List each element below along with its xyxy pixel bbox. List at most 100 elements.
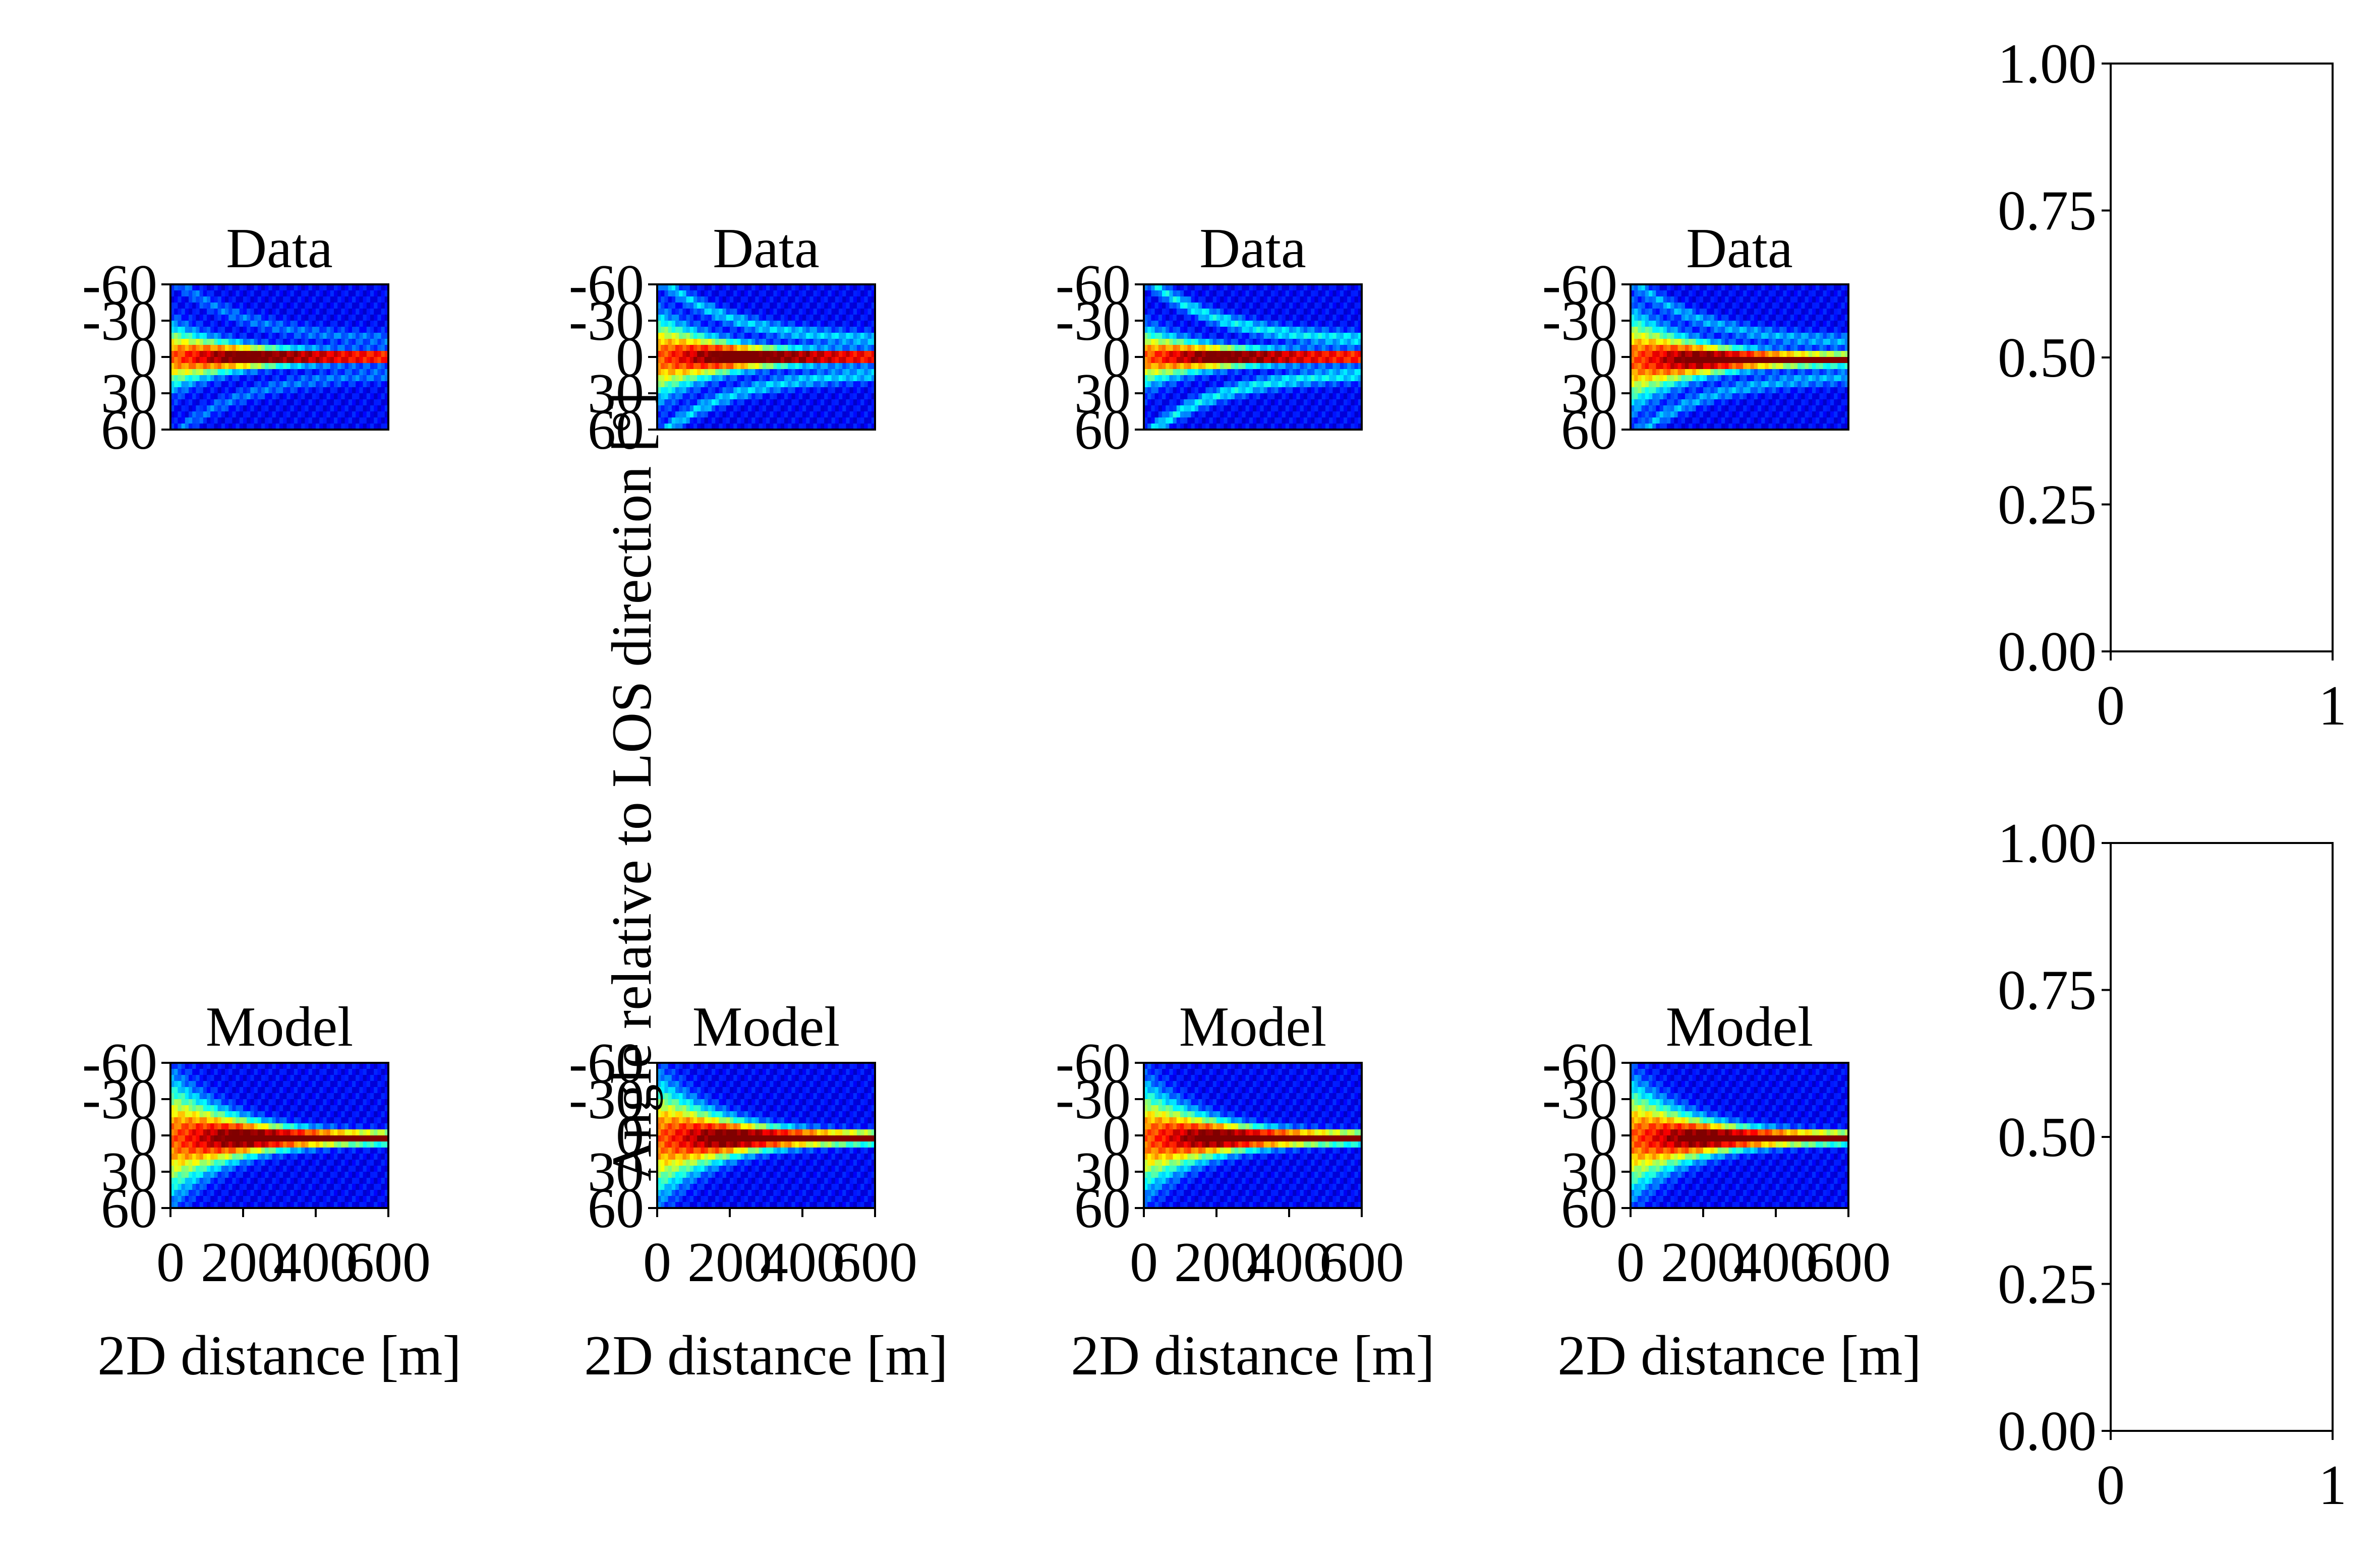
heatmap-cell (1198, 290, 1202, 297)
heatmap-cell (1659, 309, 1664, 315)
heatmap-cell (1293, 345, 1297, 351)
heatmap-cell (366, 351, 371, 357)
heatmap-cell (726, 387, 730, 394)
heatmap-cell (798, 321, 803, 327)
heatmap-cell (817, 399, 821, 406)
heatmap-cell (352, 375, 356, 382)
heatmap-cell (1198, 321, 1202, 327)
heatmap-cell (719, 296, 723, 303)
heatmap-cell (214, 387, 218, 394)
heatmap-cell (1293, 357, 1297, 364)
heatmap-cell (1187, 381, 1192, 388)
heatmap-cell (1245, 284, 1250, 291)
heatmap-cell (178, 315, 182, 321)
heatmap-cell (1340, 417, 1344, 424)
heatmap-cell (1282, 345, 1286, 351)
heatmap-cell (671, 303, 676, 309)
heatmap-cell (1677, 327, 1682, 333)
heatmap-cell (686, 290, 690, 297)
heatmap-cell (1194, 351, 1199, 357)
heatmap-cell (1699, 417, 1704, 424)
heatmap-cell (1227, 399, 1232, 406)
heatmap-cell (1663, 417, 1667, 424)
heatmap-cell (356, 303, 360, 309)
heatmap-cell (1198, 357, 1202, 364)
heatmap-cell (1293, 375, 1297, 382)
heatmap-cell (821, 321, 825, 327)
heatmap-cell (693, 284, 698, 291)
heatmap-cell (864, 315, 868, 321)
heatmap-cell (1681, 290, 1686, 297)
heatmap-cell (221, 345, 225, 351)
heatmap-cell (1638, 375, 1642, 382)
heatmap-cell (185, 309, 189, 315)
heatmap-cell (1714, 296, 1718, 303)
heatmap-cell (1154, 351, 1159, 357)
heatmap-cell (1689, 333, 1693, 339)
heatmap-cell (679, 290, 683, 297)
heatmap-cell (773, 339, 778, 345)
heatmap-cell (821, 290, 825, 297)
heatmap-cell (319, 296, 323, 303)
heatmap-cell (730, 303, 734, 309)
y-tick-label: 60 (1074, 399, 1131, 461)
heatmap-cell (178, 290, 182, 297)
heatmap-cell (1282, 393, 1286, 400)
heatmap-cell (730, 327, 734, 333)
heatmap-cell (178, 393, 182, 400)
heatmap-cell (693, 296, 698, 303)
heatmap-cell (864, 424, 868, 430)
heatmap-cell (1321, 309, 1326, 315)
heatmap-cell (1216, 357, 1221, 364)
heatmap-cell (1180, 369, 1184, 376)
heatmap-cell (312, 399, 316, 406)
heatmap-cell (1224, 411, 1228, 418)
heatmap-cell (344, 333, 349, 339)
heatmap-cell (366, 333, 371, 339)
heatmap-cell (359, 327, 364, 333)
heatmap-cell (1325, 339, 1329, 345)
heatmap-cell (712, 351, 716, 357)
heatmap-cell (1318, 339, 1322, 345)
heatmap-cell (864, 369, 868, 376)
heatmap-cell (1194, 333, 1199, 339)
heatmap-cell (170, 296, 175, 303)
heatmap-cell (842, 363, 846, 370)
heatmap-cell (210, 411, 214, 418)
heatmap-cell (1278, 411, 1283, 418)
heatmap-cell (1198, 315, 1202, 321)
heatmap-cell (751, 290, 756, 297)
heatmap-cell (759, 357, 763, 364)
heatmap-cell (1209, 315, 1213, 321)
heatmap-cell (1344, 284, 1348, 291)
heatmap-cell (290, 327, 295, 333)
heatmap-cell (196, 381, 200, 388)
heatmap-cell (1631, 351, 1635, 357)
heatmap-cell (1307, 309, 1311, 315)
heatmap-cell (1725, 296, 1729, 303)
heatmap-cell (301, 296, 305, 303)
heatmap-cell (377, 333, 382, 339)
heatmap-cell (1699, 399, 1704, 406)
heatmap-cell (730, 284, 734, 291)
heatmap-cell (780, 290, 785, 297)
heatmap-cell (1329, 363, 1333, 370)
heatmap-cell (1202, 417, 1206, 424)
heatmap-cell (239, 393, 244, 400)
heatmap-cell (228, 393, 233, 400)
heatmap-cell (203, 333, 207, 339)
heatmap-cell (828, 375, 832, 382)
heatmap-cell (780, 411, 785, 418)
heatmap-cell (864, 321, 868, 327)
heatmap-cell (1151, 327, 1155, 333)
heatmap-cell (737, 411, 741, 418)
heatmap-cell (1166, 369, 1170, 376)
heatmap-cell (1670, 284, 1674, 291)
heatmap-cell (1340, 321, 1344, 327)
heatmap-cell (1314, 357, 1319, 364)
heatmap-cell (693, 387, 698, 394)
heatmap-cell (319, 424, 323, 430)
heatmap-cell (308, 327, 313, 333)
heatmap-cell (1205, 369, 1210, 376)
heatmap-cell (824, 333, 828, 339)
